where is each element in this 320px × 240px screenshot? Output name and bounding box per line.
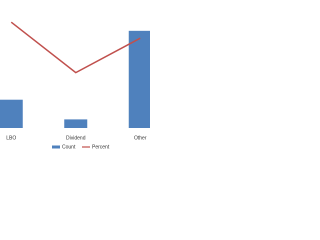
bar	[64, 119, 88, 128]
legend-label: Percent	[92, 145, 110, 150]
bar	[128, 30, 150, 128]
x-tick-label: Dividend	[66, 135, 86, 141]
legend-swatch	[52, 145, 60, 149]
legend-label: Count	[62, 145, 76, 150]
chart: LBO Dividend Other Count Percent	[0, 0, 150, 150]
line	[10, 21, 141, 74]
bar	[0, 99, 23, 128]
x-tick-label: Other	[134, 135, 147, 141]
x-tick-label: LBO	[6, 135, 16, 141]
